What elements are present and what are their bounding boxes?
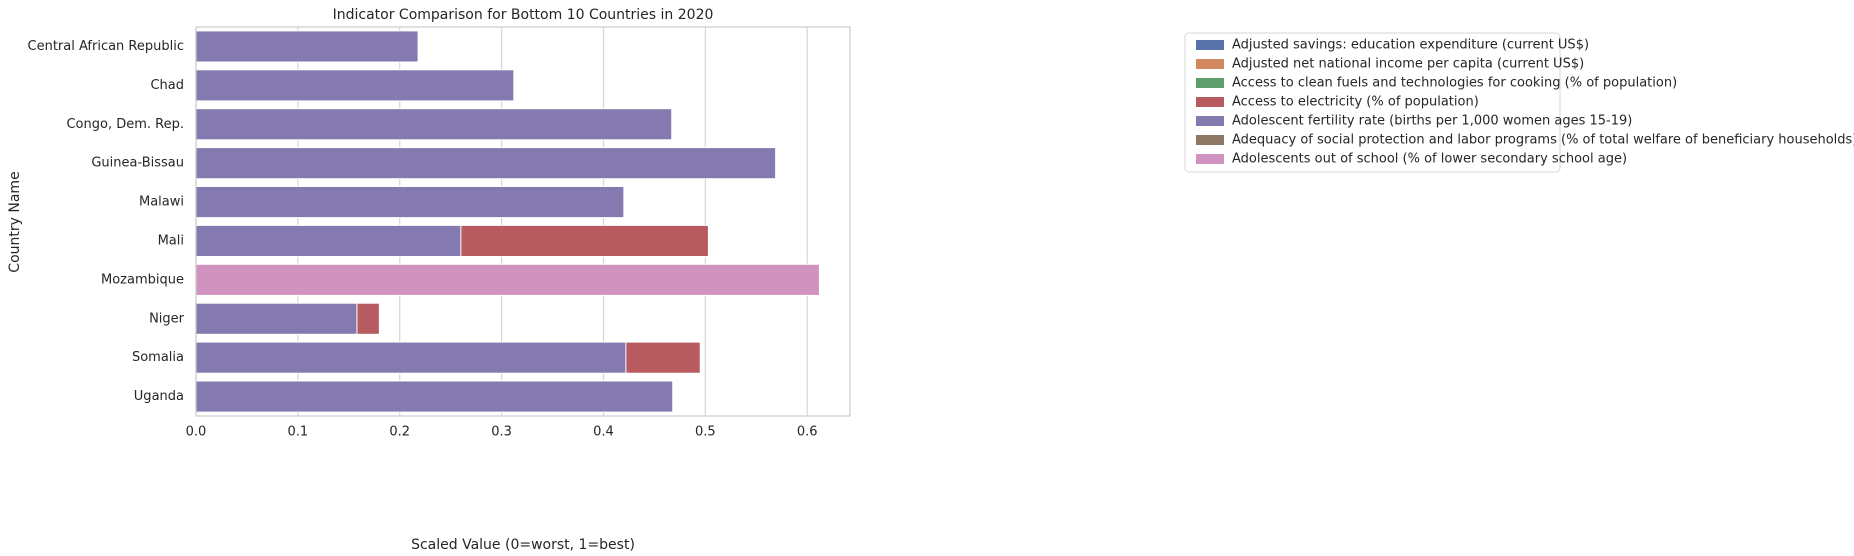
bar bbox=[195, 30, 419, 63]
y-tick-label: Congo, Dem. Rep. bbox=[66, 117, 184, 132]
legend: Adjusted savings: education expenditure … bbox=[1196, 38, 1854, 167]
legend-label: Adjusted net national income per capita … bbox=[1232, 57, 1584, 72]
legend-swatch bbox=[1196, 59, 1224, 69]
chart-title: Indicator Comparison for Bottom 10 Count… bbox=[333, 7, 714, 23]
x-tick-label: 0.1 bbox=[288, 425, 309, 440]
bar-layer bbox=[195, 30, 820, 413]
y-tick-label: Guinea-Bissau bbox=[91, 156, 184, 171]
legend-label: Adequacy of social protection and labor … bbox=[1232, 133, 1854, 148]
legend-label: Adjusted savings: education expenditure … bbox=[1232, 38, 1589, 53]
x-tick-label: 0.5 bbox=[695, 425, 716, 440]
bar bbox=[195, 302, 358, 335]
y-tick-label: Mozambique bbox=[101, 272, 184, 287]
legend-box bbox=[1184, 32, 1561, 173]
x-tick-label: 0.6 bbox=[797, 425, 818, 440]
legend-label: Adolescents out of school (% of lower se… bbox=[1232, 152, 1627, 167]
x-tick-label: 0.3 bbox=[491, 425, 512, 440]
y-tick-label: Somalia bbox=[132, 350, 184, 365]
legend-label: Adolescent fertility rate (births per 1,… bbox=[1232, 114, 1632, 129]
plot-frame bbox=[195, 26, 851, 417]
legend-swatch bbox=[1196, 135, 1224, 145]
bar bbox=[195, 224, 462, 258]
legend-swatch bbox=[1196, 97, 1224, 107]
x-tick-label: 0.0 bbox=[186, 425, 207, 440]
x-tick-label: 0.4 bbox=[593, 425, 614, 440]
legend-label: Access to electricity (% of population) bbox=[1232, 95, 1479, 110]
y-tick-label: Uganda bbox=[134, 389, 184, 404]
y-tick-label: Niger bbox=[149, 311, 185, 326]
x-axis-label: Scaled Value (0=worst, 1=best) bbox=[411, 537, 635, 553]
bar bbox=[195, 380, 674, 413]
y-tick-label: Chad bbox=[150, 78, 184, 93]
legend-swatch bbox=[1196, 40, 1224, 50]
bar bbox=[195, 69, 515, 102]
bar bbox=[195, 147, 777, 180]
bar bbox=[195, 263, 820, 296]
x-tick-label: 0.2 bbox=[389, 425, 410, 440]
y-tick-label: Central African Republic bbox=[28, 39, 184, 54]
bar bbox=[195, 185, 625, 219]
legend-swatch bbox=[1196, 154, 1224, 164]
legend-swatch bbox=[1196, 78, 1224, 88]
bar bbox=[195, 341, 627, 374]
legend-swatch bbox=[1196, 116, 1224, 126]
y-tick-label: Malawi bbox=[139, 195, 184, 210]
legend-label: Access to clean fuels and technologies f… bbox=[1232, 76, 1677, 91]
bar bbox=[195, 108, 673, 141]
y-axis-label: Country Name bbox=[7, 171, 23, 272]
y-tick-label: Mali bbox=[158, 233, 184, 248]
